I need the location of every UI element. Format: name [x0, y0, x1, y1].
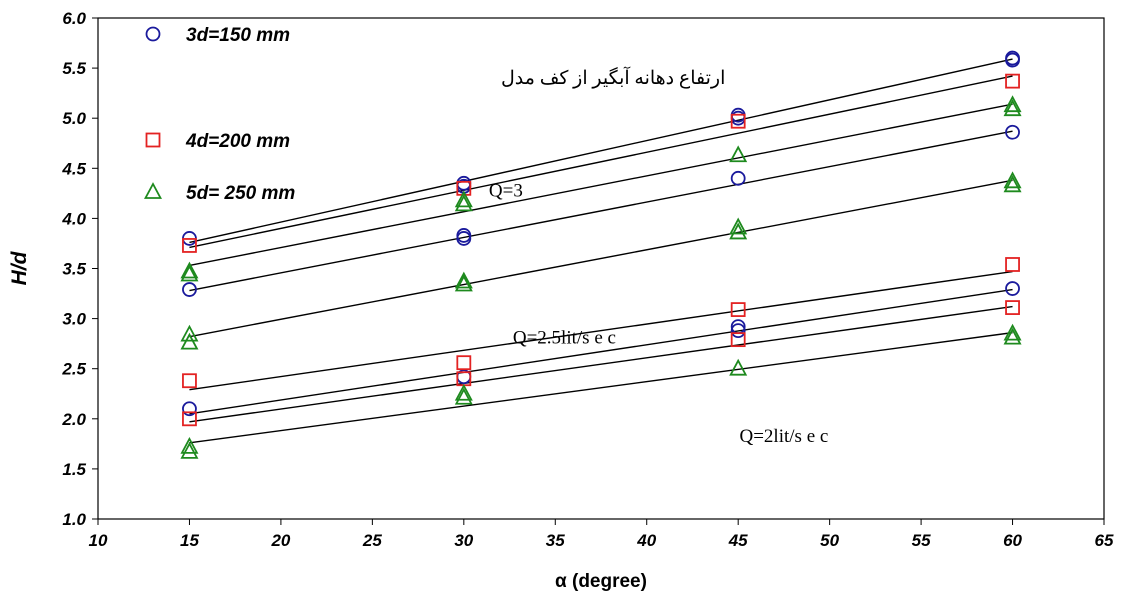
- curve-annotation: ارتفاع دهانه آبگیر از کف مدل: [501, 66, 725, 89]
- square-data-point: [1005, 300, 1020, 315]
- legend-label: 3d=150 mm: [186, 25, 290, 46]
- circle-data-point: [456, 231, 472, 246]
- circle-data-point: [1005, 281, 1020, 296]
- square-data-point: [456, 355, 472, 371]
- square-data-point: [730, 113, 746, 129]
- circle-data-point: [1005, 124, 1020, 140]
- y-tick-label: 1.0: [62, 510, 86, 529]
- tick-labels-group: 10 15 20 25 30 35 40 45 50 55 60 65 1.0 1.5 2.0 2.5 3.0 3…: [61, 9, 1114, 550]
- x-axis-title: α (degree): [555, 571, 647, 592]
- y-tick-label: 1.5: [62, 460, 86, 479]
- triangle-data-point: [1003, 327, 1022, 345]
- trendline: [189, 75, 1013, 249]
- y-tick-label: 5.0: [62, 109, 86, 128]
- y-tick-label: 2.0: [61, 410, 86, 429]
- x-tick-label: 40: [636, 531, 656, 550]
- curve-annotation: Q=3: [489, 180, 523, 201]
- triangle-data-point: [1003, 323, 1022, 341]
- circle-data-point: [730, 110, 746, 126]
- triangle-data-point: [1003, 95, 1022, 113]
- triangle-data-point: [180, 332, 199, 350]
- trendline: [189, 58, 1013, 244]
- circle-data-point: [182, 282, 197, 297]
- legend-item: 4d=200 mm: [145, 131, 290, 152]
- x-tick-label: 15: [180, 531, 199, 550]
- trendline: [189, 331, 1013, 444]
- square-data-point: [182, 373, 197, 389]
- y-axis-title: H/d: [8, 250, 31, 285]
- y-tick-label: 6.0: [62, 9, 86, 28]
- square-data-point: [182, 238, 197, 253]
- triangle-data-point: [454, 387, 473, 405]
- curve-annotation: Q=2lit/s e c: [740, 426, 829, 447]
- square-data-point: [182, 411, 197, 427]
- legend-triangle-marker: [143, 182, 163, 199]
- square-data-point: [730, 302, 746, 317]
- annotations-group: ارتفاع دهانه آبگیر از کف مدل Q=3 Q=2.5lit/…: [489, 66, 828, 447]
- triangle-data-point: [729, 358, 748, 376]
- circle-data-point: [456, 175, 472, 191]
- triangle-data-point: [454, 383, 473, 401]
- circle-data-point: [182, 401, 197, 417]
- triangle-data-point: [454, 194, 473, 212]
- data-points-group: [180, 50, 1022, 459]
- legend-item: 3d=150 mm: [145, 25, 290, 46]
- triangle-data-point: [729, 217, 748, 235]
- circle-data-point: [730, 170, 746, 186]
- square-data-point: [730, 332, 746, 348]
- trendline: [189, 130, 1013, 292]
- y-tick-label: 3.5: [62, 260, 86, 279]
- square-data-point: [1005, 257, 1020, 272]
- triangle-data-point: [729, 145, 748, 163]
- triangle-data-point: [454, 274, 473, 292]
- triangle-data-point: [180, 436, 199, 454]
- legend-item: 5d= 250 mm: [143, 182, 295, 204]
- triangle-data-point: [1003, 175, 1022, 193]
- legend-square-marker: [145, 132, 161, 148]
- triangle-data-point: [454, 190, 473, 208]
- x-tick-label: 65: [1095, 531, 1114, 550]
- y-tick-label: 4.5: [61, 159, 86, 178]
- trendlines-group: [189, 58, 1013, 444]
- square-data-point: [1005, 73, 1020, 89]
- trendline: [189, 288, 1013, 415]
- x-tick-label: 20: [270, 531, 290, 550]
- circle-data-point: [456, 228, 472, 243]
- triangle-data-point: [454, 271, 473, 289]
- trendline: [189, 270, 1013, 391]
- x-tick-label: 30: [454, 531, 473, 550]
- triangle-data-point: [180, 264, 199, 282]
- x-tick-label: 25: [362, 531, 382, 550]
- y-tick-label: 4.0: [61, 209, 86, 228]
- trendline: [189, 103, 1013, 267]
- plot-frame: [97, 17, 1105, 520]
- legend-label: 5d= 250 mm: [186, 183, 295, 204]
- legend: 3d=150 mm 4d=200 mm 5d= 250 mm: [143, 25, 295, 204]
- trendline: [189, 179, 1013, 338]
- triangle-data-point: [1003, 99, 1022, 117]
- legend-circle-marker: [145, 26, 161, 42]
- triangle-data-point: [1003, 171, 1022, 189]
- y-tick-label: 3.0: [62, 310, 86, 329]
- x-tick-label: 10: [89, 531, 108, 550]
- trendline: [189, 305, 1013, 423]
- curve-annotation: Q=2.5lit/s e c: [513, 328, 616, 349]
- y-tick-label: 5.5: [62, 59, 86, 78]
- x-tick-label: 35: [546, 531, 565, 550]
- circle-data-point: [730, 323, 746, 339]
- triangle-data-point: [729, 222, 748, 240]
- legend-label: 4d=200 mm: [185, 131, 290, 152]
- triangle-data-point: [180, 324, 199, 342]
- axes-group: [92, 17, 1105, 525]
- triangle-data-point: [180, 261, 199, 279]
- triangle-data-point: [180, 441, 199, 459]
- x-tick-label: 45: [728, 531, 748, 550]
- x-tick-label: 55: [912, 531, 931, 550]
- x-tick-label: 60: [1003, 531, 1022, 550]
- x-tick-label: 50: [820, 531, 839, 550]
- y-tick-label: 2.5: [61, 360, 86, 379]
- circle-data-point: [1005, 52, 1020, 68]
